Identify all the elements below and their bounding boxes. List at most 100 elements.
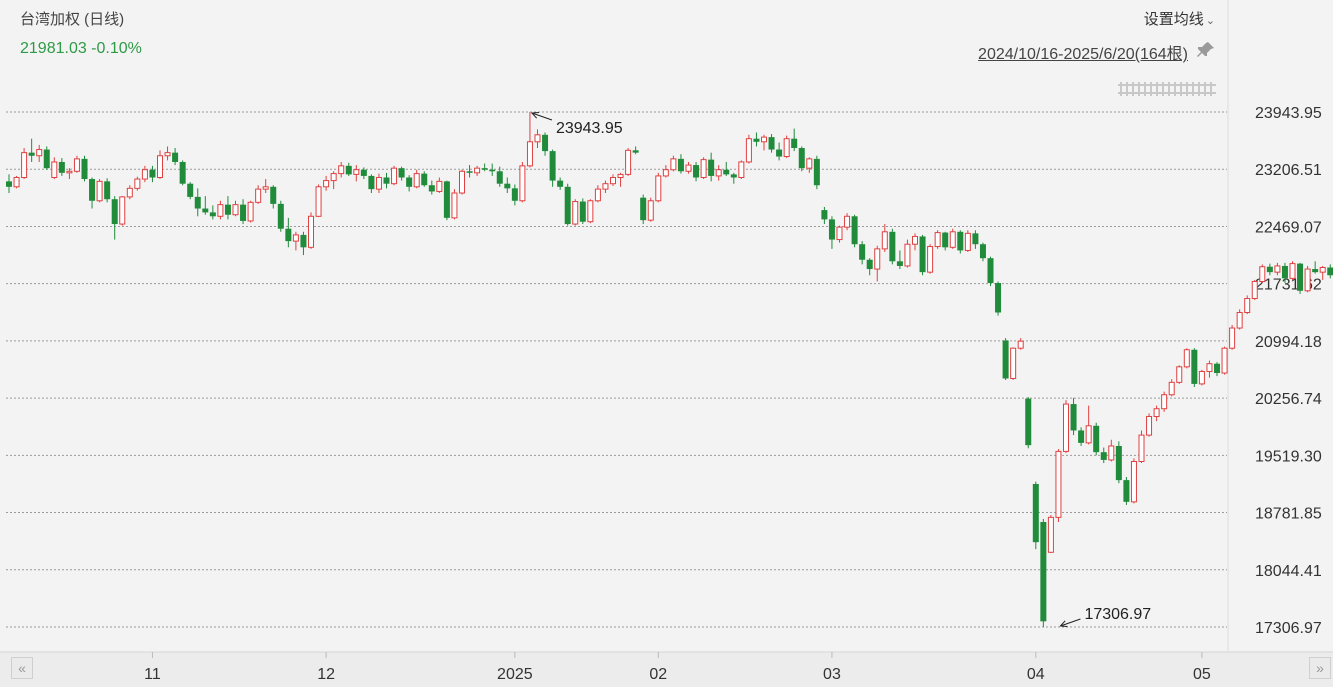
candle [1229, 324, 1236, 350]
candle-body [187, 183, 194, 197]
candle-body [1221, 347, 1228, 374]
candle-body [564, 186, 571, 225]
candle [1100, 447, 1107, 464]
candle [995, 281, 1002, 316]
candle-body [526, 141, 533, 167]
candle-body [164, 152, 171, 157]
candle [745, 134, 752, 164]
candle [844, 213, 851, 231]
y-tick-label: 20994.18 [1255, 334, 1322, 351]
candle [421, 171, 428, 187]
candle-body [1093, 425, 1100, 453]
candle [1025, 397, 1032, 449]
candle-body [949, 231, 956, 248]
candle-body [194, 196, 201, 209]
candle [1297, 262, 1304, 294]
candle-body [572, 201, 579, 225]
candle-body [1108, 445, 1115, 461]
candle-body [398, 168, 405, 178]
candle [6, 174, 12, 194]
candle-body [58, 161, 65, 173]
candle [738, 160, 745, 180]
candle-body [202, 208, 209, 213]
candle [149, 165, 156, 183]
candle-body [723, 169, 730, 175]
x-tick-label: 12 [317, 666, 335, 683]
candle-body [51, 161, 58, 178]
candle [277, 200, 284, 232]
double-chevron-right-icon[interactable]: » [1309, 657, 1331, 679]
candle [1078, 427, 1085, 446]
candle-body [21, 152, 28, 178]
pin-icon[interactable] [1195, 40, 1217, 60]
candle-body [6, 181, 12, 187]
candle-body [859, 244, 866, 260]
candle [36, 144, 43, 162]
candle-body [874, 248, 881, 270]
candle [798, 146, 805, 172]
candle [534, 129, 541, 149]
candle-body [1206, 363, 1213, 372]
candle-body [594, 188, 601, 202]
candle [1070, 397, 1077, 436]
candle-body [1229, 327, 1236, 349]
candle [1085, 405, 1092, 445]
candle [813, 155, 820, 190]
candle-body [942, 232, 949, 248]
candle-body [791, 138, 798, 149]
candle [1304, 265, 1311, 293]
candle-body [617, 173, 624, 178]
candle-body [957, 231, 964, 251]
candle [58, 158, 65, 176]
candle [1266, 263, 1273, 276]
candle-body [474, 167, 481, 174]
candle [1146, 413, 1153, 437]
candle [610, 174, 616, 187]
candle [979, 242, 986, 262]
candle-body [587, 200, 594, 223]
candle [308, 212, 314, 249]
double-chevron-left-icon[interactable]: « [11, 657, 33, 679]
candle [587, 199, 594, 224]
candle-body [610, 176, 616, 185]
candle [224, 196, 231, 220]
candle [602, 180, 609, 194]
candle-body [436, 180, 443, 192]
x-tick-label: 05 [1193, 666, 1211, 683]
candle [338, 161, 345, 178]
candle [851, 214, 858, 248]
candle [1274, 262, 1281, 276]
date-range-link[interactable]: 2024/10/16-2025/6/20(164根) [978, 46, 1188, 63]
candle-body [1063, 403, 1069, 452]
x-tick-label: 04 [1027, 666, 1045, 683]
candle-body [640, 197, 647, 221]
candle-body [1146, 415, 1153, 436]
candle-body [912, 235, 918, 245]
candle-body [927, 246, 934, 273]
candle [1327, 264, 1333, 279]
candle-body [496, 171, 503, 184]
candle [436, 177, 443, 194]
candle-body [285, 228, 292, 242]
candle [783, 135, 790, 159]
candle-body [481, 168, 488, 170]
candle-body [1266, 266, 1273, 273]
candle-body [466, 171, 473, 173]
high-annotation-label: 23943.95 [556, 120, 623, 137]
candle [1214, 362, 1220, 377]
candle [187, 182, 194, 200]
candle-body [209, 212, 216, 217]
candle [647, 197, 654, 222]
candle [451, 189, 458, 220]
candle-body [247, 201, 254, 222]
candle [285, 217, 292, 248]
drag-handle[interactable] [1118, 82, 1216, 96]
candle-body [277, 203, 284, 229]
candle [1063, 400, 1069, 453]
candle [1047, 515, 1054, 554]
candle [247, 200, 254, 223]
candle [428, 180, 435, 195]
moving-average-settings-button[interactable]: 设置均线 ⌄ [1144, 8, 1215, 29]
candle [934, 230, 941, 249]
candle-body [670, 158, 677, 171]
